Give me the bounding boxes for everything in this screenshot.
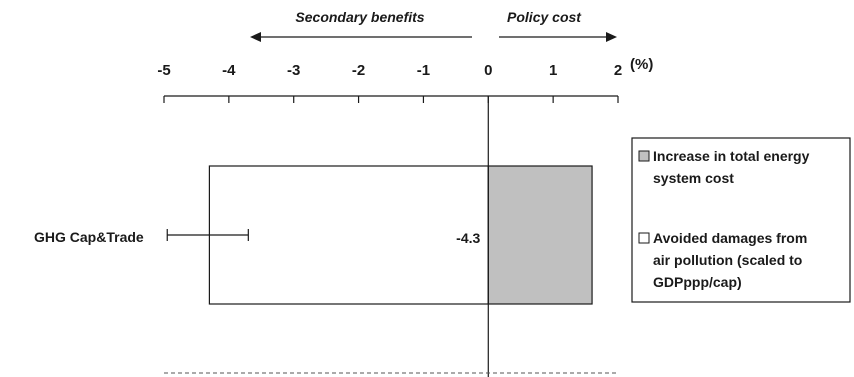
axis-tick-label: -3 <box>287 62 300 79</box>
axis-tick-label: -4 <box>222 62 236 79</box>
legend: Increase in total energy system cost Avo… <box>631 137 851 303</box>
secondary-benefits-arrowhead <box>250 32 261 42</box>
category-label: GHG Cap&Trade <box>34 229 144 245</box>
legend-label-avoided-damages-line3: GDPppp/cap) <box>653 274 742 290</box>
axis-tick-label: 0 <box>484 62 492 79</box>
bars: -4.3 <box>164 96 618 377</box>
policy-cost-label: Policy cost <box>507 9 582 25</box>
legend-label-energy-cost-line2: system cost <box>653 170 734 186</box>
axis-tick-label: 1 <box>549 62 557 79</box>
axis-tick-label: -1 <box>417 62 430 79</box>
legend-swatch-energy-cost <box>638 150 650 162</box>
bar-avoided-damages <box>208 165 489 305</box>
axis-tick-label: 2 <box>614 62 622 79</box>
axis-tick-label: -2 <box>352 62 365 79</box>
policy-cost-arrowhead <box>606 32 617 42</box>
legend-label-avoided-damages-line2: air pollution (scaled to <box>653 252 802 268</box>
legend-label-avoided-damages-line1: Avoided damages from <box>653 230 807 246</box>
axis-tick-label: -5 <box>157 62 170 79</box>
bar-energy-cost <box>487 165 593 305</box>
data-label: -4.3 <box>456 230 480 246</box>
axis-unit-label: (%) <box>630 56 653 73</box>
legend-swatch-avoided-damages <box>638 232 650 244</box>
x-axis: -5 -4 -3 -2 -1 0 1 2 <box>157 62 622 103</box>
secondary-benefits-label: Secondary benefits <box>295 9 424 25</box>
legend-label-energy-cost-line1: Increase in total energy <box>653 148 810 164</box>
legend-box <box>631 137 851 303</box>
